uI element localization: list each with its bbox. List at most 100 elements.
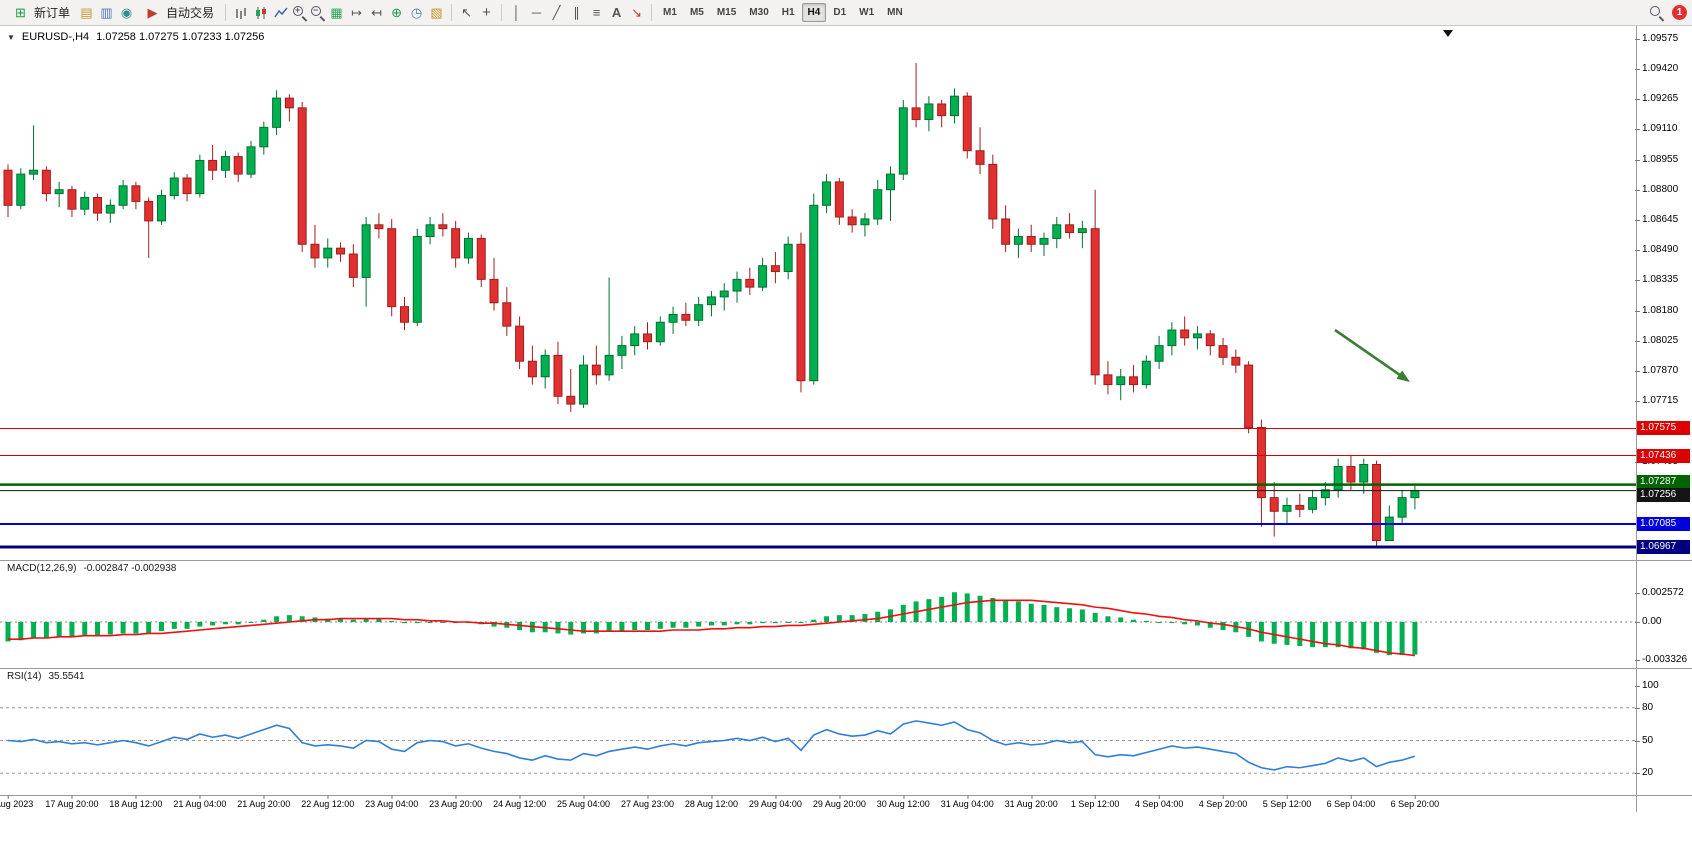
toolbar-separator — [451, 4, 453, 21]
candle — [1026, 235, 1036, 245]
macd-histogram-bar — [708, 622, 714, 626]
macd-histogram-bar — [18, 622, 24, 641]
time-axis[interactable]: 17 Aug 2023 17 Aug 20:00 18 Aug 12:00 21 Au… — [0, 795, 1636, 814]
macd-histogram-bar — [120, 622, 126, 634]
candle — [80, 197, 90, 210]
chart-shift-icon[interactable]: ↤ — [371, 5, 382, 20]
macd-histogram-bar — [1207, 622, 1213, 628]
macd-histogram-bar — [760, 622, 766, 624]
auto-trading-button[interactable]: ▶ 自动交易 — [137, 1, 220, 24]
candle — [1154, 345, 1164, 362]
timeframe-button-W1[interactable]: W1 — [859, 7, 875, 18]
periods-icon[interactable]: ◷ — [410, 5, 423, 20]
candle — [1320, 489, 1330, 499]
candle — [29, 169, 39, 175]
macd-histogram-bar — [31, 622, 37, 639]
candlestick-chart-icon[interactable] — [251, 3, 270, 22]
trend-arrow-annotation[interactable] — [1334, 328, 1410, 382]
time-axis-label: 24 Aug 12:00 — [493, 795, 547, 809]
templates-icon[interactable]: ▧ — [430, 5, 443, 20]
macd-panel[interactable] — [0, 560, 1636, 668]
level-price-badge: 1.07085 — [1637, 516, 1690, 531]
arrows-icon[interactable]: ↘ — [631, 5, 642, 20]
candle — [719, 290, 729, 298]
macd-histogram-bar — [593, 622, 599, 634]
candle — [374, 224, 384, 230]
zoom-in-icon[interactable]: + — [291, 4, 308, 21]
candle — [131, 185, 141, 202]
timeframe-button-H1[interactable]: H1 — [781, 7, 795, 18]
macd-histogram-bar — [951, 592, 957, 622]
macd-histogram-bar — [619, 622, 625, 632]
macd-histogram-bar — [1348, 622, 1354, 649]
chart-ohlc-values: 1.07258 1.07275 1.07233 1.07256 — [96, 31, 265, 43]
chart-menu-icon[interactable]: ▼ — [7, 32, 15, 42]
crosshair-icon[interactable]: + — [482, 4, 491, 21]
timeframe-button-M30[interactable]: M30 — [749, 7, 769, 18]
search-icon[interactable] — [1648, 4, 1665, 21]
line-chart-icon[interactable] — [271, 3, 290, 22]
time-axis-label: 28 Aug 12:00 — [684, 795, 738, 809]
macd-histogram-bar — [299, 616, 305, 622]
channel-icon[interactable]: ∥ — [573, 5, 580, 20]
candle — [604, 354, 614, 376]
bar-chart-icon[interactable] — [231, 3, 250, 22]
candle — [1410, 490, 1420, 499]
navigator-icon[interactable]: ◉ — [120, 5, 133, 20]
macd-histogram-bar — [632, 622, 638, 631]
macd-histogram-bar — [1067, 608, 1073, 622]
panel-separator[interactable] — [0, 560, 1692, 561]
auto-scroll-icon[interactable]: ↦ — [351, 5, 362, 20]
candle — [476, 237, 486, 280]
candle — [246, 146, 256, 175]
macd-histogram-bar — [286, 615, 292, 622]
price-axis[interactable]: 1.09575 1.09420 1.09265 1.09110 1.08955 1.088… — [1634, 26, 1692, 812]
macd-histogram-bar — [555, 622, 561, 634]
timeframe-button-D1[interactable]: D1 — [833, 7, 847, 18]
candle — [1256, 426, 1266, 499]
trendline-icon[interactable]: ╱ — [552, 5, 561, 20]
new-order-button[interactable]: ⊞ 新订单 — [5, 1, 76, 24]
chart-shift-marker[interactable] — [1443, 30, 1453, 37]
timeframe-button-M5[interactable]: M5 — [689, 7, 704, 18]
macd-histogram-bar — [862, 613, 868, 622]
macd-histogram-bar — [5, 622, 11, 642]
tile-windows-icon[interactable]: ▦ — [330, 5, 343, 20]
macd-histogram-bar — [389, 620, 395, 622]
time-axis-label: 29 Aug 04:00 — [748, 795, 802, 809]
rsi-header: RSI(14) 35.5541 — [7, 671, 85, 682]
candle — [745, 278, 755, 288]
candle — [1295, 504, 1305, 510]
candle — [182, 177, 192, 195]
timeframe-button-M1[interactable]: M1 — [663, 7, 677, 18]
axis-tick-label: 50 — [1634, 734, 1654, 746]
time-axis-label: 25 Aug 04:00 — [557, 795, 611, 809]
indicators-icon[interactable]: ⊕ — [391, 5, 402, 20]
time-axis-label: 21 Aug 04:00 — [173, 795, 227, 809]
profiles-icon[interactable]: ▤ — [80, 5, 93, 20]
horizontal-line-icon[interactable]: ─ — [531, 5, 542, 20]
timeframe-button-M15[interactable]: M15 — [716, 7, 737, 18]
candle — [156, 195, 166, 222]
time-axis-label: 17 Aug 20:00 — [45, 795, 99, 809]
rsi-panel[interactable] — [0, 668, 1636, 795]
candle — [1167, 329, 1177, 347]
candle — [259, 126, 269, 148]
macd-histogram-bar — [95, 622, 101, 636]
candle — [93, 197, 103, 214]
axis-tick-label: 20 — [1634, 767, 1654, 779]
vertical-line-icon[interactable]: │ — [512, 5, 521, 20]
timeframe-button-MN[interactable]: MN — [887, 7, 903, 18]
cursor-icon[interactable]: ↖ — [461, 5, 472, 20]
macd-histogram-bar — [171, 622, 177, 629]
timeframe-button-H4[interactable]: H4 — [801, 3, 827, 22]
text-icon[interactable]: A — [611, 5, 622, 20]
candle — [1231, 356, 1241, 366]
fibonacci-icon[interactable]: ≡ — [592, 5, 601, 20]
candle — [655, 321, 665, 343]
notification-badge[interactable]: 1 — [1672, 5, 1687, 20]
zoom-out-icon[interactable]: − — [309, 4, 326, 21]
panel-separator[interactable] — [0, 668, 1692, 669]
price-chart-panel[interactable] — [0, 26, 1636, 560]
terminal-icon[interactable]: ▥ — [100, 5, 113, 20]
